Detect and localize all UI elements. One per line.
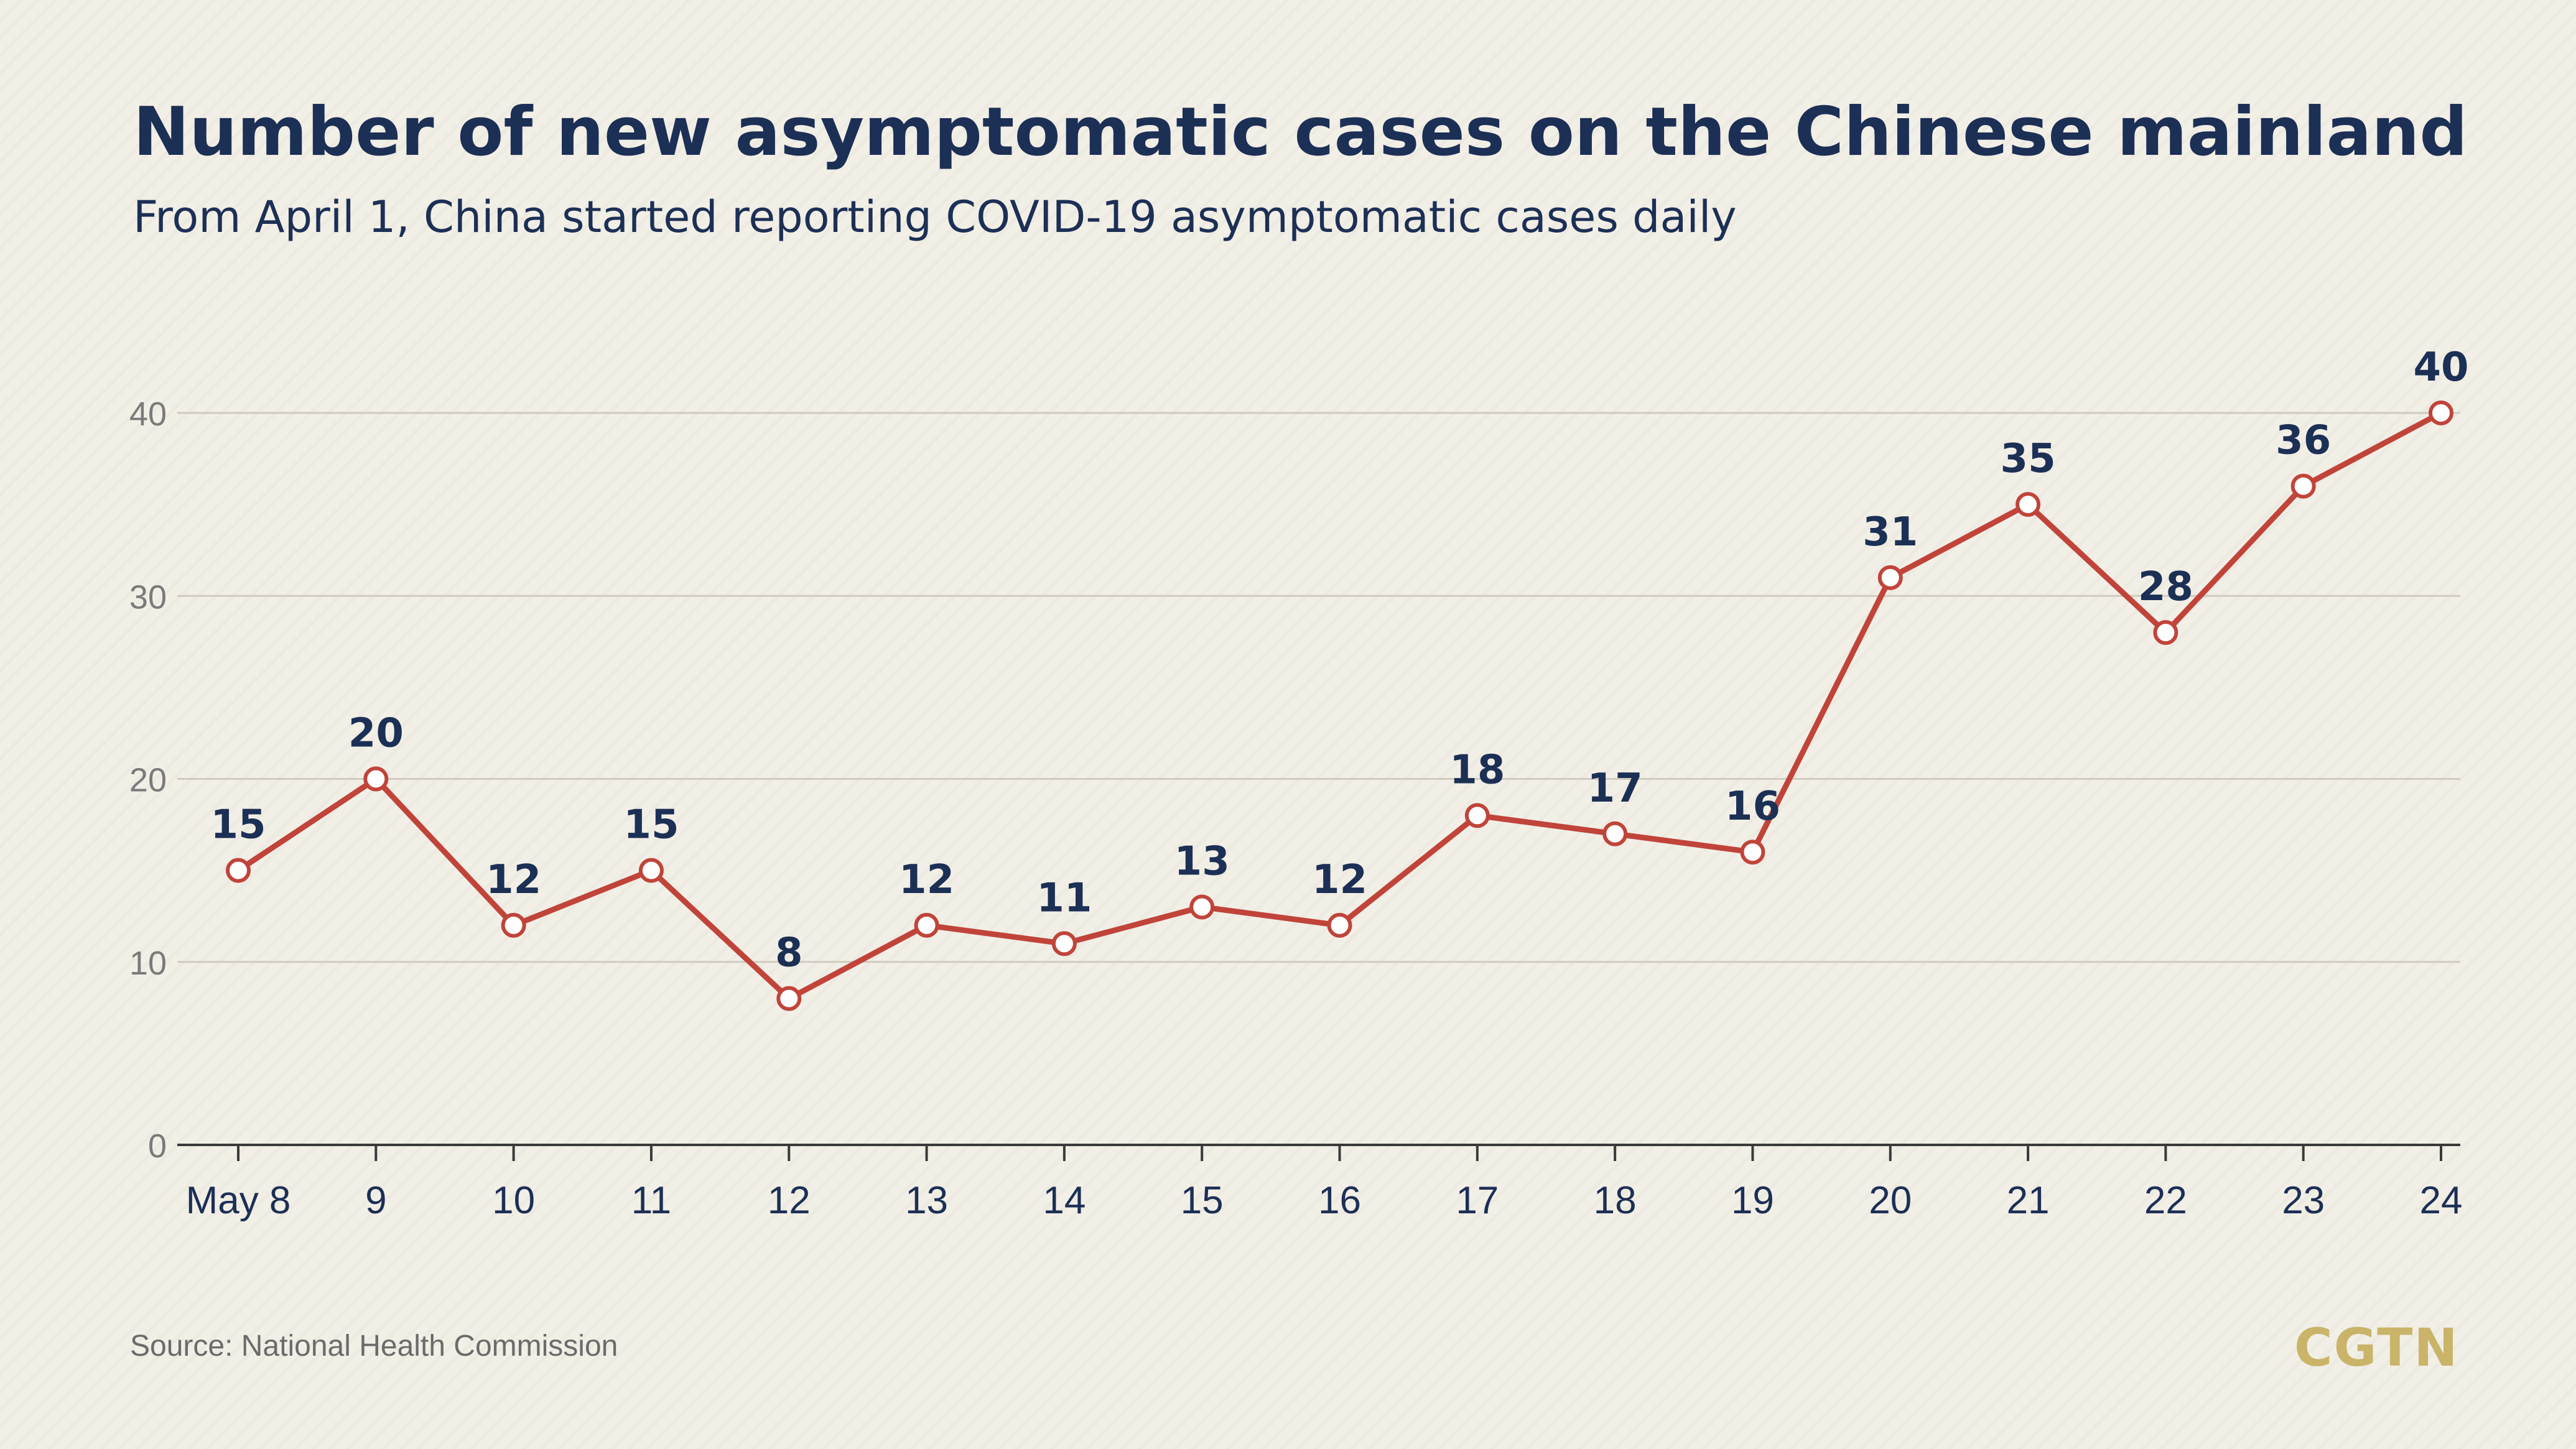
axes: 0 10 20 30 40 May 8 9 10 11 12 13 14 15 16 17 18 19 20 21 2… — [129, 396, 2463, 1222]
y-tick-label: 0 — [148, 1127, 167, 1165]
series-line — [235, 410, 2444, 1002]
data-point — [1740, 840, 1765, 865]
data-label: 18 — [1449, 747, 1505, 793]
series-line-group — [235, 410, 2444, 1002]
x-tick-label: 13 — [905, 1179, 948, 1222]
gridlines — [177, 412, 2460, 963]
data-label: 36 — [2276, 418, 2331, 464]
data-point — [2429, 400, 2453, 425]
data-label: 20 — [348, 711, 404, 757]
cgtn-logo: CGTN — [2294, 1317, 2459, 1378]
data-point — [638, 858, 664, 883]
y-tick-label: 40 — [129, 396, 167, 433]
x-tick-label: 12 — [768, 1179, 811, 1222]
x-tick-label: 22 — [2144, 1179, 2187, 1222]
data-label: 8 — [775, 930, 803, 976]
data-points — [226, 400, 2453, 1011]
data-label: 31 — [1862, 509, 1918, 555]
data-point — [1051, 931, 1077, 956]
x-tick-label: 16 — [1318, 1179, 1361, 1222]
y-tick-label: 20 — [129, 762, 167, 799]
data-point — [1877, 565, 1903, 590]
data-label: 15 — [210, 802, 266, 848]
chart-title: Number of new asymptomatic cases on the … — [133, 93, 2468, 171]
source-note: Source: National Health Commission — [130, 1330, 618, 1363]
x-tick-label: 21 — [2007, 1179, 2050, 1222]
data-label: 12 — [1312, 857, 1367, 903]
x-tick-label: 11 — [631, 1179, 671, 1222]
data-point — [2290, 473, 2316, 499]
data-point — [776, 986, 802, 1011]
x-tick-label: 15 — [1181, 1179, 1224, 1222]
x-tick-label: 20 — [1869, 1179, 1912, 1222]
x-tick-label: 23 — [2282, 1179, 2325, 1222]
data-label: 28 — [2138, 564, 2193, 610]
x-tick-label: 10 — [492, 1179, 535, 1222]
data-label: 12 — [899, 857, 954, 903]
data-label: 12 — [486, 857, 541, 903]
y-tick-label: 30 — [129, 578, 167, 616]
x-tick-label: 19 — [1731, 1179, 1774, 1222]
x-tick-label: 9 — [365, 1179, 386, 1222]
y-tick-label: 10 — [129, 945, 167, 982]
x-tick-label: 17 — [1456, 1179, 1499, 1222]
x-tick-label: May 8 — [186, 1179, 291, 1222]
data-point — [501, 912, 526, 938]
data-point — [914, 912, 939, 938]
x-tick-label: 18 — [1594, 1179, 1637, 1222]
data-label: 16 — [1725, 784, 1780, 830]
data-point — [2016, 492, 2041, 517]
chart-subtitle: From April 1, China started reporting CO… — [133, 192, 1737, 243]
data-point — [226, 858, 251, 883]
data-point — [1189, 894, 1215, 920]
data-label: 11 — [1036, 875, 1092, 921]
data-label: 17 — [1588, 766, 1643, 812]
x-tick-label: 24 — [2420, 1179, 2463, 1222]
data-point — [1602, 821, 1628, 846]
data-point — [363, 766, 389, 792]
x-tick-label: 14 — [1043, 1179, 1086, 1222]
data-labels: 15 20 12 15 8 12 11 13 12 18 17 16 31 35 28 36 40 — [210, 345, 2468, 976]
data-label: 40 — [2413, 345, 2468, 391]
data-point — [1327, 912, 1352, 938]
data-label: 35 — [2001, 436, 2056, 482]
data-label: 13 — [1174, 838, 1230, 884]
data-point — [2153, 620, 2178, 646]
data-label: 15 — [623, 802, 679, 848]
data-point — [1464, 803, 1490, 828]
